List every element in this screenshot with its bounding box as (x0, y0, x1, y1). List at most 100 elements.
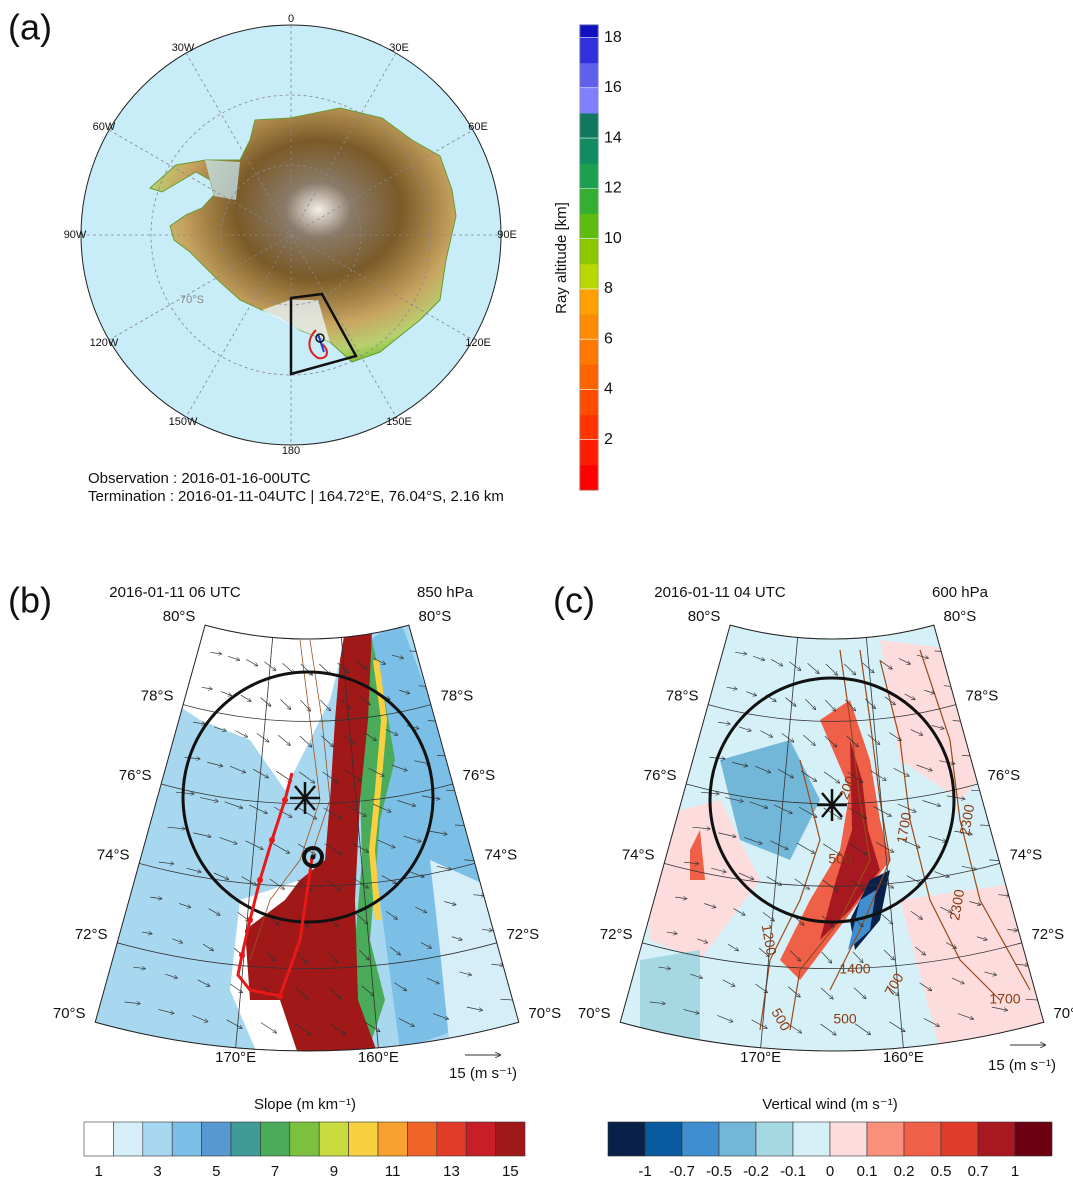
wind-vector (880, 660, 892, 669)
colorbar-segment (579, 213, 599, 240)
wind-vector (951, 977, 964, 984)
lat-label: 78°S (441, 688, 474, 705)
wind-vector (229, 765, 245, 772)
wind-vector (976, 936, 987, 940)
colorbar-box (260, 1121, 291, 1157)
contour-label: 200 (835, 774, 858, 802)
lat-label: 70°S (578, 1005, 611, 1022)
colorbar-box (755, 1121, 794, 1157)
wind-vector (296, 951, 307, 963)
wind-vector (785, 697, 796, 707)
lon-label: 160°E (358, 1049, 399, 1066)
colorbar-segment (579, 338, 599, 365)
colorbar-box (829, 1121, 868, 1157)
wind-vector (359, 696, 370, 705)
wind-vector (124, 1002, 140, 1004)
wind-vector (852, 951, 863, 963)
contour-label: 500 (828, 851, 852, 867)
colorbar-box (407, 1121, 438, 1157)
wind-vector (916, 654, 928, 658)
colorbar-segment (579, 414, 599, 441)
wind-vector (1007, 930, 1017, 931)
lon-label: 150W (169, 416, 198, 428)
colorbar-box (792, 1121, 831, 1157)
lat-label: 70°S (1053, 1005, 1073, 1022)
colorbar-tick-label: -0.1 (780, 1163, 806, 1180)
wind-vector (727, 943, 738, 950)
contour-label: 1400 (839, 961, 870, 977)
wind-vector (800, 770, 816, 781)
wind-vector (421, 795, 440, 799)
wind-vector (649, 1002, 665, 1004)
parallel (161, 783, 453, 805)
lat-label: 78°S (141, 688, 174, 705)
lon-label: 0 (288, 13, 294, 25)
wind-vector (299, 771, 314, 783)
parallel (183, 704, 431, 722)
wind-vector (273, 806, 292, 817)
wind-vector (491, 964, 503, 965)
wind-vector (823, 843, 840, 855)
wind-vector (726, 687, 737, 689)
lat-label: 72°S (1031, 926, 1064, 943)
polar-map (80, 24, 502, 446)
wind-vector (725, 797, 743, 802)
panel-label: (b) (8, 580, 52, 621)
lon-label: 180 (282, 445, 300, 457)
map-frame (619, 624, 1045, 1052)
colorbar-segment (579, 162, 599, 189)
parallel (708, 704, 956, 722)
colorbar-tick-label: 18 (604, 29, 622, 46)
wind-vector (849, 843, 867, 855)
wind-vector (327, 951, 338, 963)
wind-vector (675, 897, 686, 899)
wind-vector (350, 842, 368, 852)
colorbar-tick-label: 3 (153, 1163, 161, 1180)
wind-vector (683, 1009, 698, 1013)
colorbar-tick-label: 12 (604, 180, 622, 197)
colorbar-tick-label: 2 (604, 431, 613, 448)
wind-vector (436, 865, 452, 869)
map-frame (94, 624, 520, 1052)
wind-vector (984, 971, 996, 975)
lon-label: 90E (497, 229, 517, 241)
meridian (760, 637, 799, 1048)
colorbar-tick-label: 7 (271, 1163, 279, 1180)
wind-vector (864, 698, 875, 709)
colorbar-box (940, 1121, 979, 1157)
wind-vector (325, 879, 341, 891)
colorbar-box (1014, 1121, 1053, 1157)
wind-vector (910, 910, 922, 919)
wind-vector (854, 1023, 870, 1035)
wind-vector (697, 938, 707, 943)
wind-vector (355, 660, 367, 669)
wind-vector (323, 807, 342, 819)
colorbar-tick-label: 0.7 (968, 1163, 989, 1180)
wind-vector (847, 771, 862, 783)
lat-label: 78°S (666, 688, 699, 705)
wind-vector (167, 827, 184, 829)
wind-vector (922, 800, 941, 807)
wind-vector (722, 979, 735, 986)
wind-vector (397, 800, 416, 807)
colorbar-tick-label: -0.7 (669, 1163, 695, 1180)
colorbar-box (495, 1121, 526, 1157)
wind-vector (843, 663, 855, 675)
wind-vector (321, 735, 333, 747)
wind-vector (749, 801, 768, 808)
lat-label: 78°S (966, 688, 999, 705)
wind-vector (322, 771, 337, 783)
wind-vector (192, 1015, 207, 1021)
wind-vector (202, 943, 213, 950)
contour-label: 1700 (893, 811, 914, 845)
wind-vector (961, 865, 977, 869)
wind-vector (692, 827, 709, 829)
reference-vector-label: 15 (m s⁻¹) (988, 1057, 1056, 1074)
wind-vector (271, 842, 289, 853)
colorbar-tick-label: 1 (95, 1163, 103, 1180)
colorbar-segment (579, 313, 599, 340)
lon-label: 120E (465, 337, 491, 349)
reference-vector-label: 15 (m s⁻¹) (449, 1065, 517, 1082)
wind-vector (240, 694, 251, 701)
